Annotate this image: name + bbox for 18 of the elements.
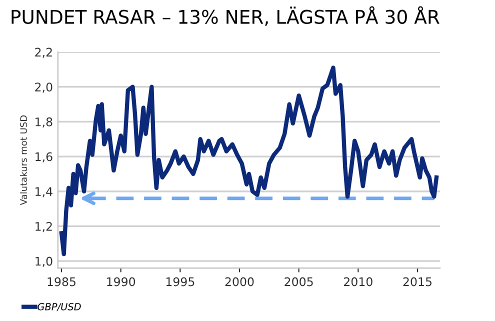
x-tick-label: 2000	[225, 277, 254, 286]
y-tick-label: 1,6	[36, 152, 52, 162]
y-tick-label: 1,0	[36, 256, 52, 267]
x-tick-label: 1990	[107, 277, 136, 286]
y-tick-label: 1,8	[36, 117, 52, 128]
y-tick-label: 2,0	[35, 82, 52, 93]
x-tick-label: 1985	[48, 277, 76, 286]
y-tick-label: 1,2	[36, 222, 52, 232]
line-series	[59, 66, 439, 256]
y-axis-title: Valutakurs mot USD	[20, 115, 27, 206]
chart-title: PUNDET RASAR – 13% NER, LÄGSTA PÅ 30 ÅR	[12, 6, 440, 26]
legend-label: GBP/USD	[38, 303, 81, 312]
x-tick-label: 2015	[403, 277, 432, 286]
x-tick-label: 2005	[284, 277, 313, 286]
x-tick-label: 1995	[166, 277, 194, 286]
x-tick-label: 2010	[344, 277, 372, 286]
y-tick-label: 2,2	[35, 48, 52, 58]
y-tick-label: 1,4	[36, 187, 52, 198]
